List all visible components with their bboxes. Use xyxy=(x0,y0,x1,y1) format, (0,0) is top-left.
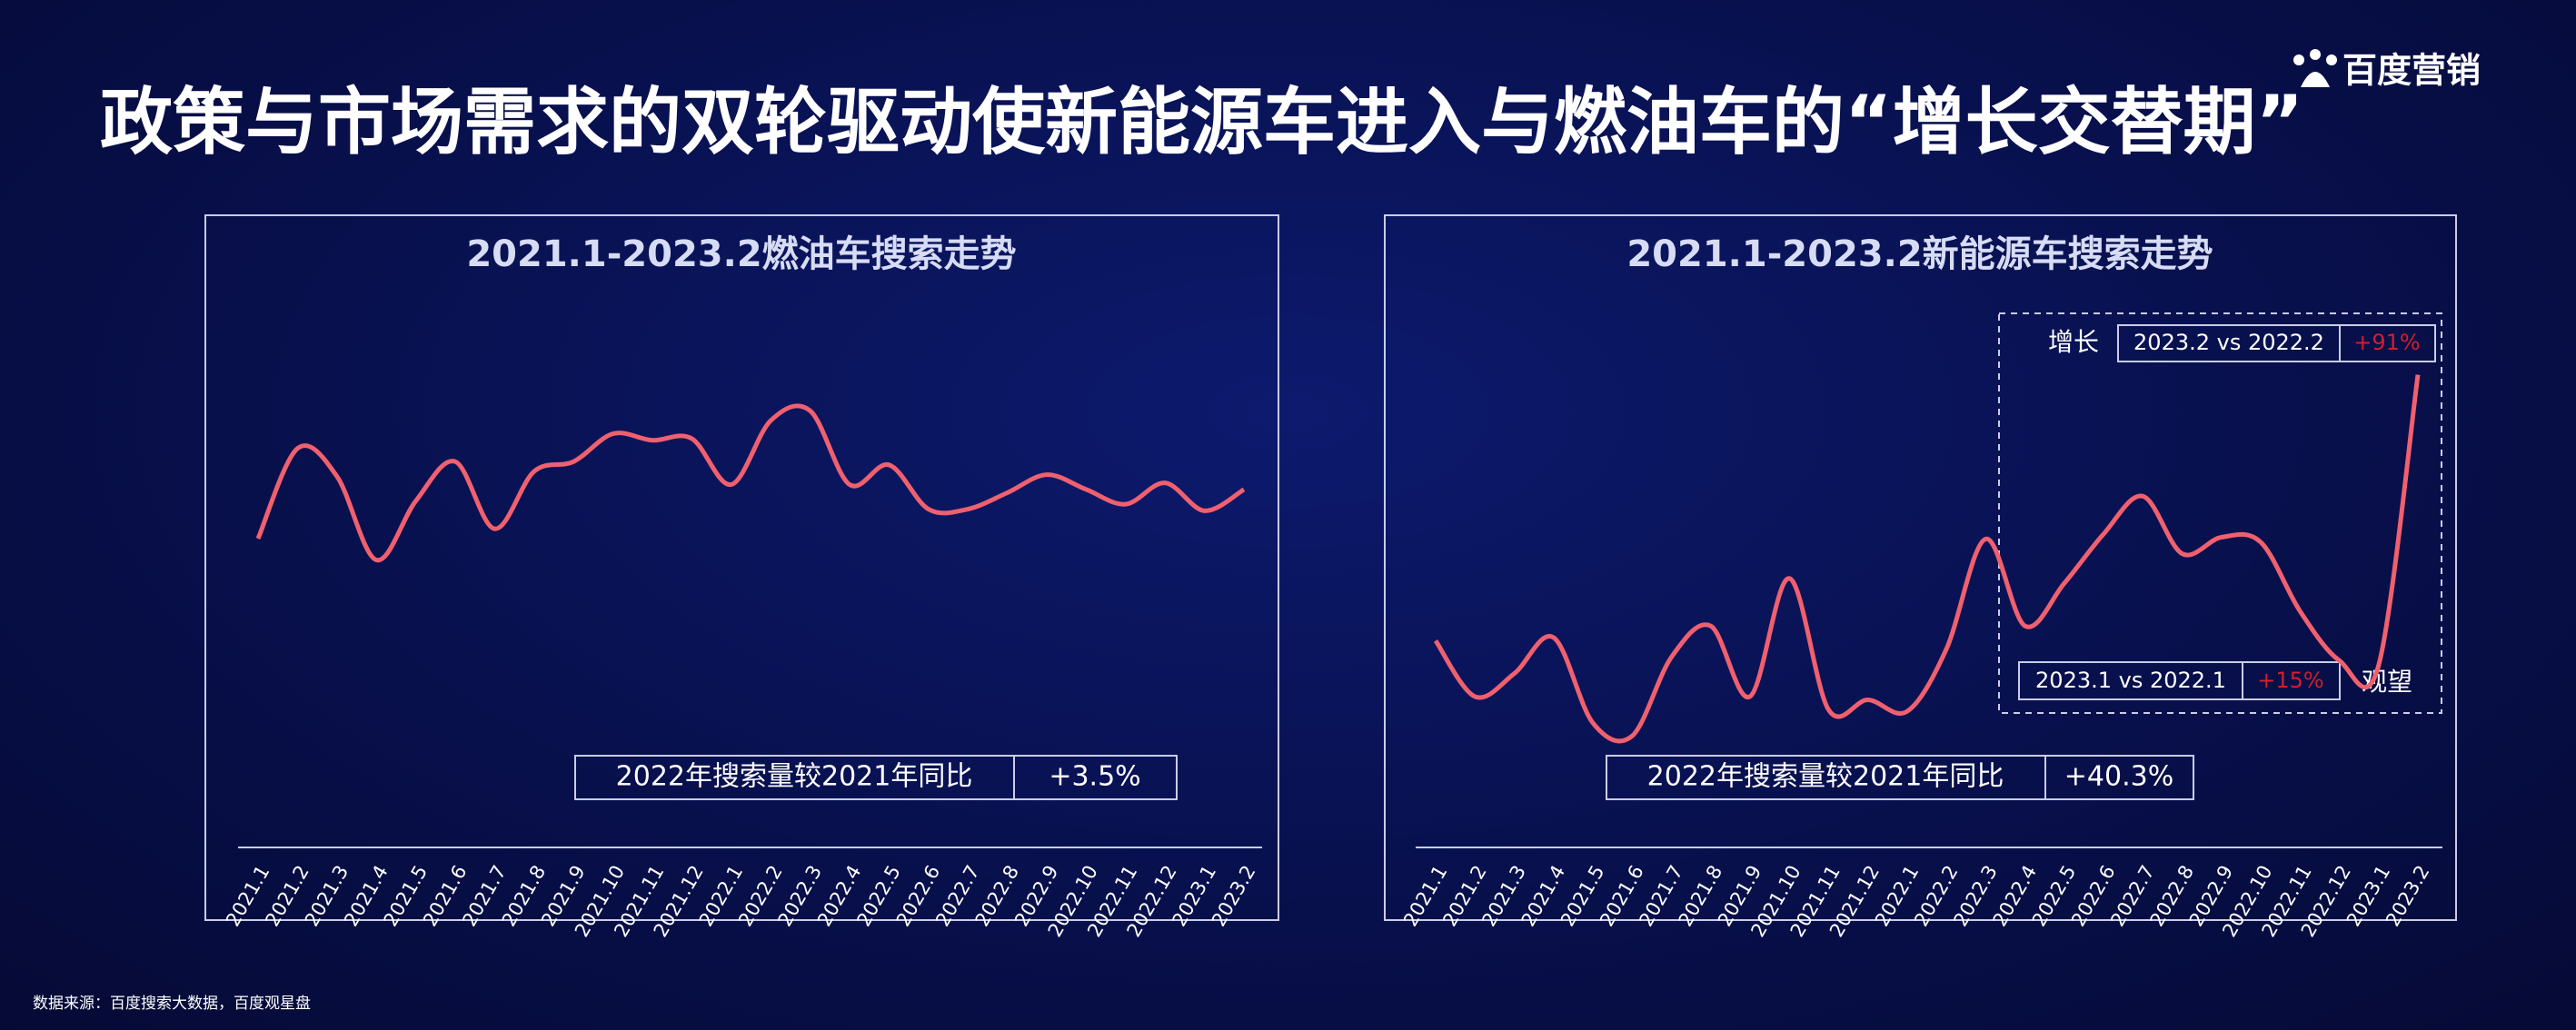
chart-title: 2021.1-2023.2新能源车搜索走势 xyxy=(1626,233,2213,275)
highlight-frame xyxy=(1998,312,2442,714)
chart-title: 2021.1-2023.2燃油车搜索走势 xyxy=(466,233,1016,275)
comparison-box: 2022年搜索量较2021年同比 +40.3% xyxy=(1606,755,2194,800)
chart-frame xyxy=(204,214,1279,921)
callout: 2023.1 vs 2022.1 +15% 观望 xyxy=(2018,661,2412,700)
callout: 增长 2023.2 vs 2022.2 +91% xyxy=(2048,324,2436,362)
comparison-box: 2022年搜索量较2021年同比 +3.5% xyxy=(574,755,1178,800)
callout-tag: 观望 xyxy=(2362,667,2412,697)
callout-label: 2023.1 vs 2022.1 xyxy=(2035,668,2226,693)
line-series xyxy=(1433,374,2421,744)
callout-value: +91% xyxy=(2353,330,2420,355)
comparison-value: +3.5% xyxy=(1049,761,1140,793)
chart-frame xyxy=(1384,214,2457,921)
slide-title: 政策与市场需求的双轮驱动使新能源车进入与燃油车的“增长交替期” xyxy=(100,80,2303,164)
comparison-label: 2022年搜索量较2021年同比 xyxy=(616,761,973,793)
callout-label: 2023.2 vs 2022.2 xyxy=(2133,330,2324,355)
comparison-value: +40.3% xyxy=(2064,761,2173,793)
logo: 百度营销 xyxy=(2293,49,2481,91)
logo-text: 百度营销 xyxy=(2342,51,2481,91)
comparison-label: 2022年搜索量较2021年同比 xyxy=(1647,761,2004,793)
line-series xyxy=(255,403,1246,563)
callout-value: +15% xyxy=(2257,668,2323,693)
source-note: 数据来源：百度搜索大数据，百度观星盘 xyxy=(33,995,311,1013)
callout-tag: 增长 xyxy=(2048,327,2099,357)
